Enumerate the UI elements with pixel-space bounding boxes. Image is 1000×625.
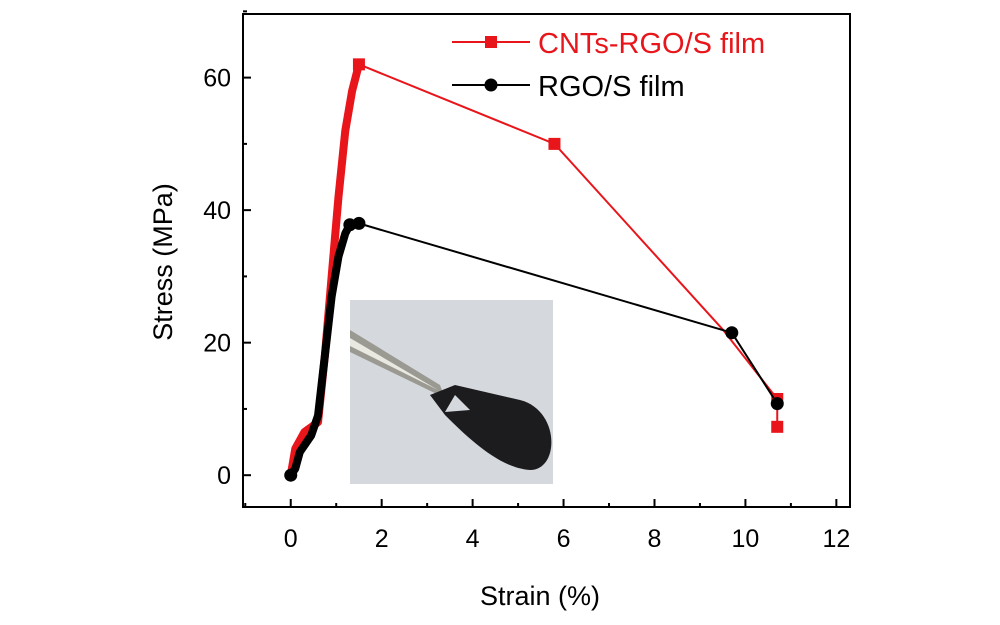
- data-point-square: [771, 420, 784, 433]
- inset-photo-film: [350, 300, 553, 484]
- x-axis-label: Strain (%): [480, 581, 600, 611]
- y-tick-label: 20: [203, 330, 231, 358]
- series-line-dense-cnts-rgo-s: [286, 60, 363, 480]
- data-point-circle: [725, 326, 739, 340]
- legend-marker-square: [485, 36, 497, 48]
- legend-label: CNTs-RGO/S film: [538, 28, 765, 60]
- y-tick-label: 0: [217, 462, 231, 490]
- data-point-square: [352, 58, 365, 71]
- data-point-circle: [352, 216, 366, 230]
- y-tick-label: 40: [203, 197, 231, 225]
- x-tick-label: 2: [375, 525, 389, 553]
- y-axis-label: Stress (MPa): [148, 183, 178, 341]
- x-tick-label: 12: [822, 525, 850, 553]
- legend-marker-circle: [484, 78, 498, 92]
- plot-frame: [242, 13, 851, 508]
- data-point-circle: [770, 397, 784, 411]
- x-tick-label: 0: [284, 525, 298, 553]
- y-tick-label: 60: [203, 65, 231, 93]
- legend-label: RGO/S film: [538, 71, 685, 103]
- x-tick-label: 8: [648, 525, 662, 553]
- data-point-square: [548, 137, 561, 150]
- x-tick-label: 10: [732, 525, 760, 553]
- data-point-circle: [284, 468, 298, 482]
- x-tick-label: 4: [466, 525, 480, 553]
- x-tick-label: 6: [557, 525, 571, 553]
